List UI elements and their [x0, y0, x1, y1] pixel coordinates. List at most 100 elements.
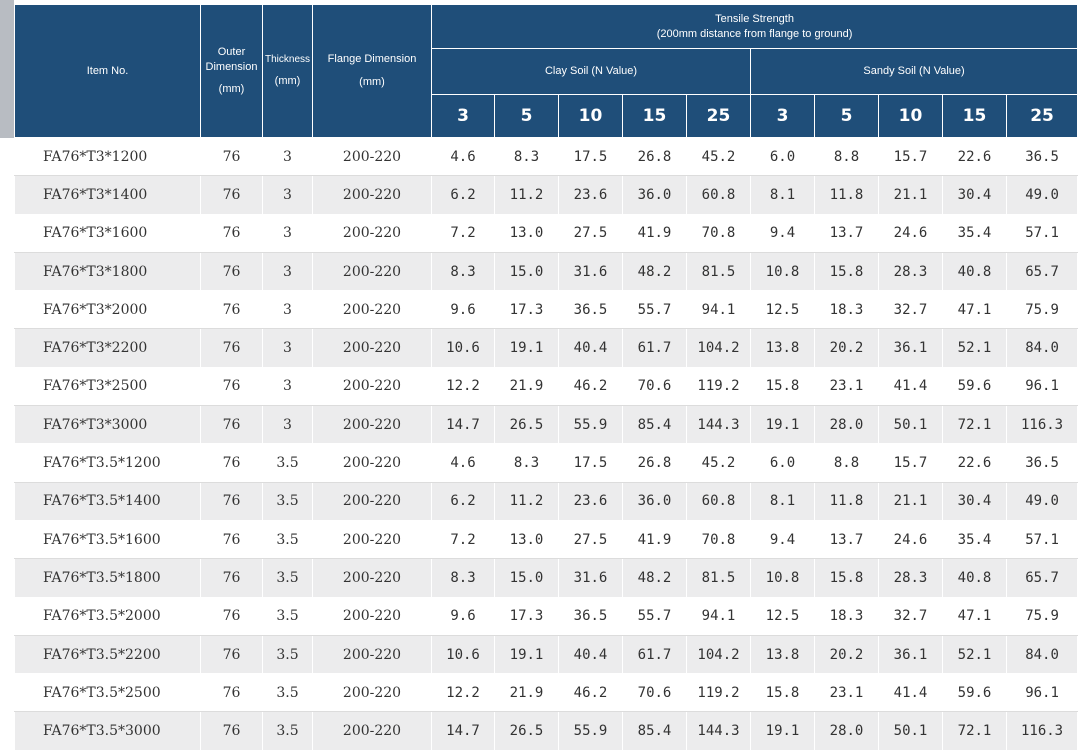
- cell-clay-value: 9.6: [431, 290, 495, 330]
- cell-outer-dimension: 76: [200, 252, 263, 292]
- cell-sandy-value: 23.1: [814, 673, 879, 713]
- cell-thickness: 3: [262, 367, 313, 407]
- cell-thickness: 3: [262, 328, 313, 368]
- cell-clay-value: 31.6: [558, 558, 623, 598]
- cell-item-no: FA76*T3.5*1800: [14, 558, 201, 598]
- cell-item-no: FA76*T3.5*2000: [14, 597, 201, 636]
- cell-sandy-value: 57.1: [1005, 520, 1079, 560]
- cell-sandy-value: 75.9: [1005, 290, 1079, 330]
- cell-clay-value: 61.7: [622, 328, 687, 368]
- cell-sandy-value: 15.7: [878, 443, 943, 483]
- cell-clay-value: 13.0: [494, 214, 559, 253]
- cell-clay-value: 70.6: [622, 673, 687, 713]
- cell-item-no: FA76*T3*3000: [14, 405, 201, 445]
- cell-sandy-value: 36.5: [1005, 443, 1079, 483]
- header-sandy-n-15: 15: [942, 94, 1007, 138]
- cell-clay-value: 21.9: [494, 367, 559, 407]
- table-row: FA76*T3.5*1200 76 3.5 200-220 4.6 8.3 17.5 26.8…: [14, 443, 1079, 483]
- cell-clay-value: 8.3: [431, 558, 495, 598]
- cell-thickness: 3.5: [262, 482, 313, 521]
- cell-flange-dimension: 200-220: [312, 290, 432, 330]
- cell-clay-value: 36.0: [622, 482, 687, 521]
- cell-sandy-value: 47.1: [942, 290, 1007, 330]
- cell-clay-value: 4.6: [431, 137, 495, 177]
- cell-clay-value: 12.2: [431, 673, 495, 713]
- cell-clay-value: 55.7: [622, 290, 687, 330]
- cell-sandy-value: 65.7: [1005, 558, 1079, 598]
- cell-sandy-value: 8.1: [750, 482, 815, 521]
- cell-sandy-value: 9.4: [750, 214, 815, 253]
- cell-clay-value: 41.9: [622, 520, 687, 560]
- left-edge-strip: [0, 0, 14, 138]
- cell-clay-value: 36.0: [622, 175, 687, 215]
- cell-sandy-value: 24.6: [878, 214, 943, 253]
- cell-clay-value: 119.2: [686, 367, 751, 407]
- cell-clay-value: 45.2: [686, 443, 751, 483]
- cell-clay-value: 144.3: [686, 405, 751, 445]
- cell-clay-value: 8.3: [494, 137, 559, 177]
- cell-clay-value: 55.7: [622, 597, 687, 636]
- header-flange-dimension: Flange Dimension (mm): [312, 4, 432, 138]
- cell-clay-value: 81.5: [686, 558, 751, 598]
- cell-clay-value: 27.5: [558, 214, 623, 253]
- cell-clay-value: 40.4: [558, 635, 623, 675]
- cell-outer-dimension: 76: [200, 443, 263, 483]
- header-item-no: Item No.: [14, 4, 201, 138]
- cell-flange-dimension: 200-220: [312, 597, 432, 636]
- cell-clay-value: 61.7: [622, 635, 687, 675]
- cell-sandy-value: 59.6: [942, 367, 1007, 407]
- table-header: Item No. Outer Dimension (mm) Thickness …: [14, 4, 1079, 138]
- cell-item-no: FA76*T3*2500: [14, 367, 201, 407]
- cell-outer-dimension: 76: [200, 597, 263, 636]
- cell-sandy-value: 19.1: [750, 405, 815, 445]
- cell-sandy-value: 84.0: [1005, 328, 1079, 368]
- cell-sandy-value: 20.2: [814, 635, 879, 675]
- cell-sandy-value: 18.3: [814, 597, 879, 636]
- cell-clay-value: 144.3: [686, 711, 751, 751]
- cell-clay-value: 14.7: [431, 405, 495, 445]
- cell-flange-dimension: 200-220: [312, 367, 432, 407]
- cell-thickness: 3.5: [262, 520, 313, 560]
- cell-sandy-value: 36.1: [878, 328, 943, 368]
- cell-thickness: 3: [262, 252, 313, 292]
- cell-item-no: FA76*T3*2200: [14, 328, 201, 368]
- cell-clay-value: 17.5: [558, 137, 623, 177]
- cell-clay-value: 70.8: [686, 214, 751, 253]
- table-row: FA76*T3.5*3000 76 3.5 200-220 14.7 26.5 55.9 85…: [14, 711, 1079, 751]
- cell-item-no: FA76*T3.5*1200: [14, 443, 201, 483]
- cell-outer-dimension: 76: [200, 290, 263, 330]
- cell-sandy-value: 28.0: [814, 711, 879, 751]
- header-thickness-unit: (mm): [274, 75, 301, 88]
- cell-outer-dimension: 76: [200, 214, 263, 253]
- cell-clay-value: 119.2: [686, 673, 751, 713]
- cell-item-no: FA76*T3.5*1400: [14, 482, 201, 521]
- cell-sandy-value: 96.1: [1005, 367, 1079, 407]
- header-outer-dimension-label: Outer Dimension: [205, 45, 258, 73]
- cell-clay-value: 26.8: [622, 443, 687, 483]
- cell-clay-value: 4.6: [431, 443, 495, 483]
- cell-flange-dimension: 200-220: [312, 328, 432, 368]
- cell-clay-value: 8.3: [431, 252, 495, 292]
- cell-clay-value: 12.2: [431, 367, 495, 407]
- cell-clay-value: 7.2: [431, 520, 495, 560]
- cell-item-no: FA76*T3*1400: [14, 175, 201, 215]
- cell-sandy-value: 30.4: [942, 175, 1007, 215]
- cell-sandy-value: 40.8: [942, 558, 1007, 598]
- cell-clay-value: 6.2: [431, 482, 495, 521]
- cell-clay-value: 14.7: [431, 711, 495, 751]
- cell-sandy-value: 50.1: [878, 405, 943, 445]
- cell-outer-dimension: 76: [200, 405, 263, 445]
- cell-clay-value: 46.2: [558, 673, 623, 713]
- header-thickness: Thickness (mm): [262, 4, 313, 138]
- header-sandy-n-5: 5: [814, 94, 879, 138]
- cell-outer-dimension: 76: [200, 520, 263, 560]
- cell-sandy-value: 40.8: [942, 252, 1007, 292]
- cell-clay-value: 36.5: [558, 597, 623, 636]
- cell-clay-value: 46.2: [558, 367, 623, 407]
- header-flange-dimension-unit: (mm): [359, 76, 385, 88]
- cell-clay-value: 40.4: [558, 328, 623, 368]
- cell-clay-value: 104.2: [686, 635, 751, 675]
- cell-item-no: FA76*T3*2000: [14, 290, 201, 330]
- cell-clay-value: 26.5: [494, 711, 559, 751]
- header-clay-soil: Clay Soil (N Value): [431, 48, 751, 95]
